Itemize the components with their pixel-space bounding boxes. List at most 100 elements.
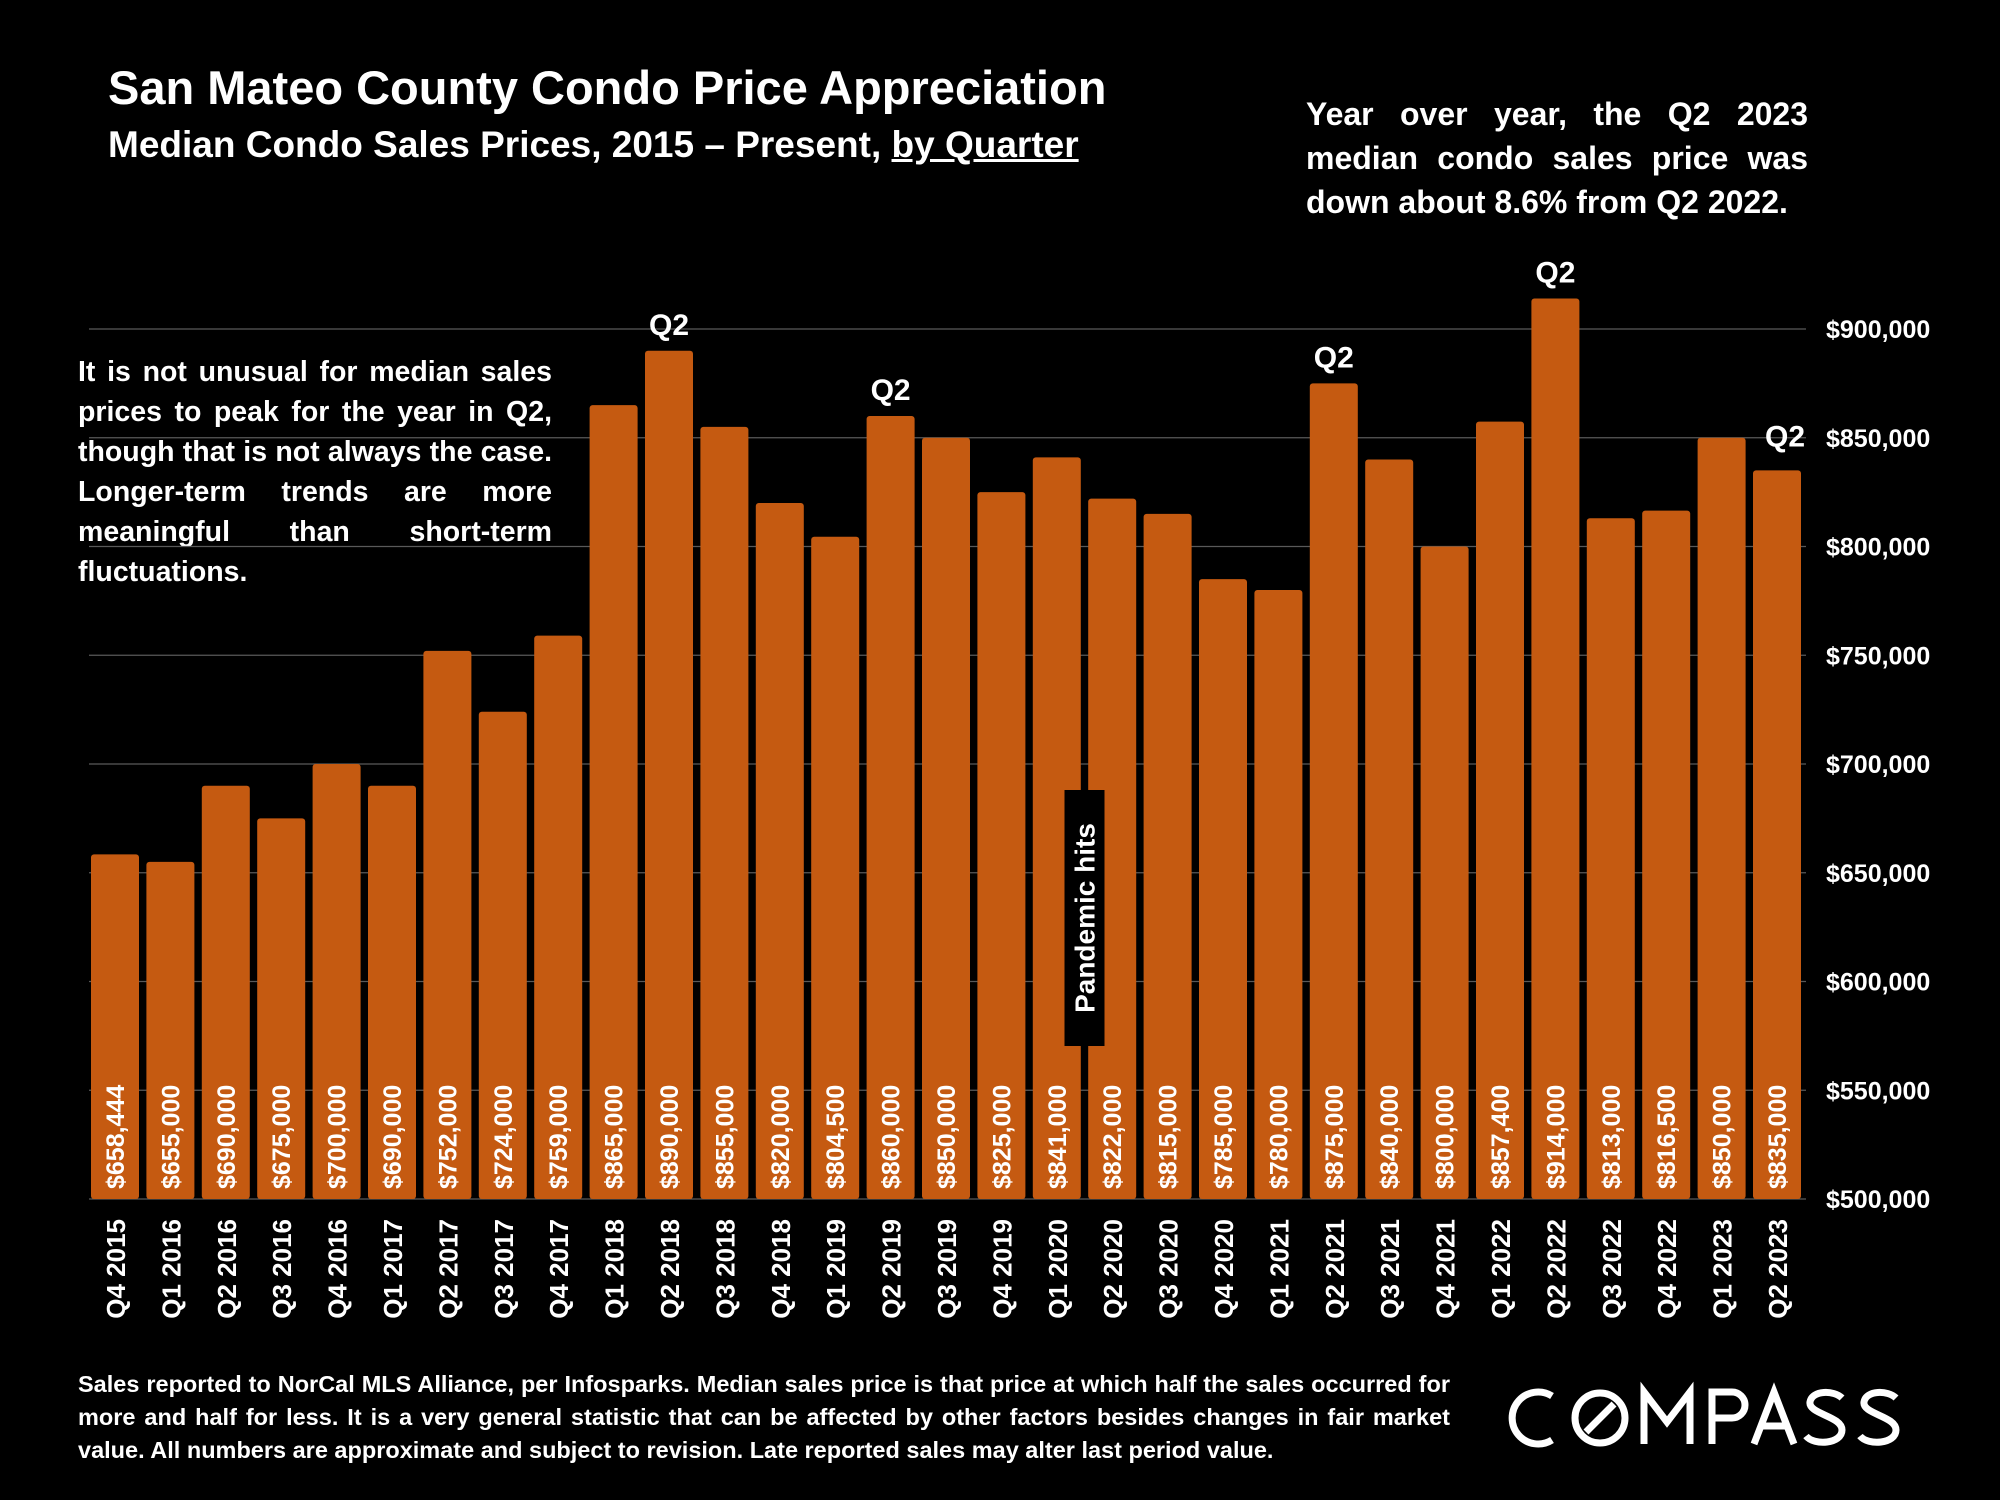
- data-label: $890,000: [656, 1085, 684, 1189]
- bar: [201, 785, 250, 1199]
- x-tick-label: Q3 2022: [1597, 1219, 1627, 1319]
- y-tick-label: $550,000: [1826, 1077, 1930, 1105]
- x-tick-label: Q1 2017: [378, 1219, 408, 1319]
- data-label: $865,000: [601, 1085, 629, 1189]
- data-label: $875,000: [1321, 1085, 1349, 1189]
- x-tick-label: Q3 2018: [710, 1219, 740, 1319]
- data-label: $860,000: [878, 1085, 906, 1189]
- x-tick-label: Q4 2022: [1652, 1219, 1682, 1319]
- data-label: $690,000: [379, 1085, 407, 1189]
- bar: [423, 650, 472, 1199]
- bar: [368, 785, 416, 1199]
- data-label: $825,000: [988, 1085, 1016, 1189]
- x-tick-label: Q4 2015: [101, 1219, 131, 1319]
- bar: [977, 492, 1026, 1199]
- data-label: $800,000: [1432, 1085, 1460, 1189]
- bar: [1199, 579, 1247, 1199]
- subtitle-underlined: by Quarter: [891, 124, 1079, 165]
- data-label: $835,000: [1764, 1085, 1792, 1189]
- chart-subtitle: Median Condo Sales Prices, 2015 – Presen…: [108, 124, 1079, 166]
- subtitle-main: Median Condo Sales Prices, 2015 – Presen…: [108, 124, 892, 165]
- data-label: $724,000: [490, 1085, 518, 1189]
- footnote: Sales reported to NorCal MLS Alliance, p…: [78, 1371, 1450, 1463]
- y-tick-label: $750,000: [1826, 642, 1930, 670]
- x-tick-label: Q1 2020: [1043, 1219, 1073, 1319]
- data-label: $804,500: [822, 1085, 850, 1189]
- bar: [755, 503, 804, 1199]
- data-label: $816,500: [1653, 1085, 1681, 1189]
- x-tick-label: Q3 2016: [267, 1219, 297, 1319]
- data-label: $855,000: [711, 1085, 739, 1189]
- x-tick-label: Q1 2018: [600, 1219, 630, 1319]
- bar-chart: $500,000 $550,000 $600,000 $650,000 $700,000…: [89, 257, 1930, 1319]
- q2-peak-label: Q2: [1535, 257, 1575, 290]
- x-tick-label: Q2 2022: [1541, 1219, 1571, 1319]
- x-tick-label: Q3 2020: [1154, 1219, 1184, 1319]
- bar: [811, 536, 860, 1199]
- data-label: $690,000: [213, 1085, 241, 1189]
- y-tick-label: $900,000: [1826, 316, 1930, 344]
- bar: [146, 861, 195, 1199]
- bar: [1309, 383, 1358, 1199]
- x-tick-label: Q2 2019: [877, 1219, 907, 1319]
- bar: [478, 711, 527, 1199]
- x-tick-label: Q4 2020: [1209, 1219, 1239, 1319]
- x-tick-label: Q1 2016: [156, 1219, 186, 1319]
- bar: [1586, 518, 1635, 1199]
- bar: [1365, 459, 1414, 1199]
- x-tick-label: Q2 2021: [1320, 1219, 1350, 1319]
- y-tick-label: $650,000: [1826, 860, 1930, 888]
- seasonal-note: It is not unusual for median sales price…: [78, 356, 552, 588]
- q2-peak-label: Q2: [871, 374, 911, 407]
- bar: [1420, 546, 1469, 1199]
- bar: [645, 350, 693, 1199]
- bar: [1642, 510, 1691, 1199]
- bar: [1476, 421, 1524, 1199]
- yoy-note: Year over year, the Q2 2023 median condo…: [1306, 96, 1808, 220]
- pandemic-marker: [1064, 790, 1105, 1046]
- data-label: $752,000: [434, 1085, 462, 1189]
- data-label: $841,000: [1044, 1085, 1072, 1189]
- y-tick-label: $700,000: [1826, 751, 1930, 779]
- x-tick-label: Q1 2021: [1264, 1219, 1294, 1319]
- data-label: $820,000: [767, 1085, 795, 1189]
- data-label: $840,000: [1376, 1085, 1404, 1189]
- x-tick-label: Q2 2023: [1763, 1219, 1793, 1319]
- y-tick-label: $600,000: [1826, 969, 1930, 997]
- bar: [1697, 437, 1746, 1199]
- bar: [534, 635, 583, 1199]
- x-tick-label: Q1 2022: [1486, 1219, 1516, 1319]
- x-tick-label: Q2 2017: [433, 1219, 463, 1319]
- bar: [922, 437, 970, 1199]
- x-tick-label: Q4 2016: [323, 1219, 353, 1319]
- q2-peak-label: Q2: [1314, 341, 1354, 374]
- data-label: $655,000: [157, 1085, 185, 1189]
- bar: [1531, 298, 1580, 1199]
- bar: [1254, 590, 1303, 1199]
- bar: [312, 764, 361, 1199]
- bar: [1753, 470, 1801, 1199]
- chart-title: San Mateo County Condo Price Appreciatio…: [108, 61, 1107, 114]
- data-label: $850,000: [933, 1085, 961, 1189]
- q2-peak-label: Q2: [649, 309, 689, 342]
- x-tick-label: Q1 2023: [1708, 1219, 1738, 1319]
- x-tick-label: Q4 2018: [766, 1219, 796, 1319]
- y-tick-label: $850,000: [1826, 425, 1930, 453]
- data-label: $850,000: [1709, 1085, 1737, 1189]
- bar: [700, 426, 749, 1199]
- data-label: $759,000: [545, 1085, 573, 1189]
- data-label: $658,444: [102, 1085, 130, 1189]
- bar: [91, 854, 139, 1199]
- bar: [257, 818, 306, 1199]
- data-label: $822,000: [1099, 1085, 1127, 1189]
- x-tick-label: Q4 2017: [544, 1219, 574, 1319]
- data-label: $914,000: [1542, 1085, 1570, 1189]
- x-tick-label: Q4 2019: [987, 1219, 1017, 1319]
- data-label: $813,000: [1598, 1085, 1626, 1189]
- x-tick-label: Q4 2021: [1431, 1219, 1461, 1319]
- data-label: $815,000: [1155, 1085, 1183, 1189]
- x-tick-label: Q2 2016: [212, 1219, 242, 1319]
- x-tick-label: Q3 2021: [1375, 1219, 1405, 1319]
- bar: [866, 416, 915, 1199]
- data-label: $700,000: [324, 1085, 352, 1189]
